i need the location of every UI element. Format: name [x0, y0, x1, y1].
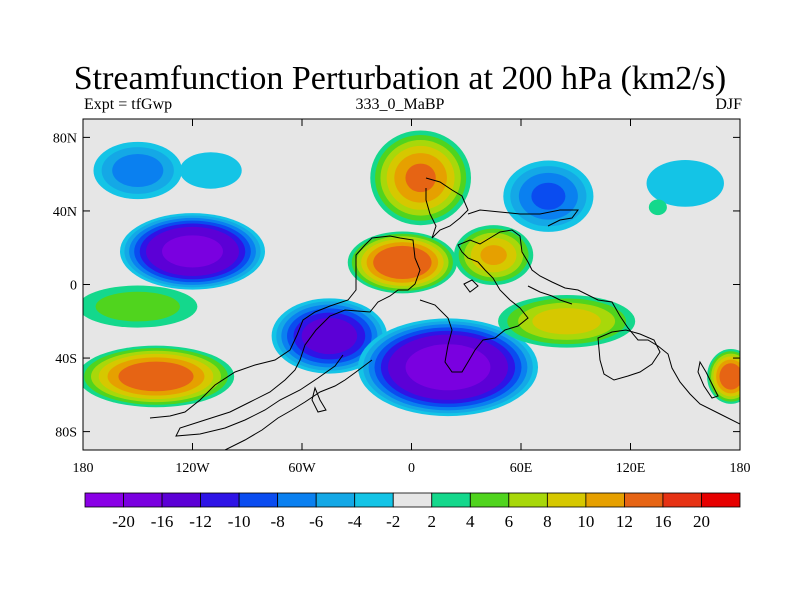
coastline-south-america-tip: [311, 386, 327, 413]
colorbar-label: 20: [693, 512, 710, 531]
colorbar-label: 10: [577, 512, 594, 531]
colorbar-swatch: [431, 492, 471, 508]
y-tick-label: 80N: [53, 131, 77, 146]
colorbar-label: -4: [348, 512, 363, 531]
colorbar-swatch: [469, 492, 510, 508]
coastline-indonesia: [527, 285, 573, 305]
contour-band: [301, 317, 358, 355]
x-tick-label: 60W: [288, 461, 316, 476]
anomaly-n-pacific-negative: [93, 141, 183, 200]
contour-band: [112, 153, 164, 188]
anomaly-arabia-positive: [454, 225, 534, 286]
colorbar-label: 6: [505, 512, 514, 531]
anomaly-australia-se-positive: [707, 349, 740, 404]
colorbar-label: -20: [112, 512, 135, 531]
colorbar-swatch: [277, 492, 317, 508]
anomaly-tropical-e-pacific-positive: [83, 285, 198, 328]
colorbar-label: -6: [309, 512, 323, 531]
coastline-eurasia-africa: [419, 229, 740, 425]
contour-band: [373, 245, 432, 279]
colorbar-swatch: [701, 492, 741, 508]
colorbar-label: -8: [271, 512, 285, 531]
colorbar-swatch: [84, 492, 124, 508]
colorbar-swatch: [200, 492, 240, 508]
colorbar-label: -12: [189, 512, 212, 531]
colorbar-label: -10: [228, 512, 251, 531]
coastline-japan-islands: [463, 279, 479, 293]
anomaly-nw-pacific-negative: [646, 159, 724, 207]
coastline-australia: [597, 329, 661, 381]
anomaly-kamchatka-positive: [648, 199, 667, 216]
contour-band: [179, 152, 242, 189]
anomaly-indian-ocean-positive: [498, 294, 636, 348]
contour-band: [719, 363, 740, 390]
contour-band: [480, 245, 507, 266]
colorbar-swatch: [161, 492, 201, 508]
contour-band: [405, 163, 436, 193]
contour-band: [532, 308, 601, 335]
coastline-siberia: [425, 177, 469, 239]
anomaly-s-america-negative: [271, 298, 388, 374]
colorbar-swatch: [585, 492, 625, 508]
contour-field: [83, 119, 740, 450]
coastline-antarctic-peninsula: [224, 359, 373, 450]
colorbar: -20 -16 -12 -10 -8 -6 -4 -2 2 4 6 8 10 12 16 20: [84, 492, 741, 531]
contour-band: [646, 159, 724, 207]
y-tick-label: 80S: [55, 426, 77, 441]
anomaly-n-africa-positive: [347, 231, 458, 294]
coastline-new-zealand: [697, 360, 719, 399]
colorbar-swatch: [546, 492, 587, 508]
colorbar-swatch: [624, 492, 664, 508]
colorbar-label: 8: [543, 512, 552, 531]
colorbar-label: 4: [466, 512, 475, 531]
x-tick-label: 120E: [616, 461, 646, 476]
colorbar-swatch: [392, 492, 433, 508]
season-label: DJF: [715, 96, 742, 113]
x-tick-label: 60E: [510, 461, 533, 476]
anomaly-n-pacific-subtropic-negative: [119, 213, 266, 290]
y-tick-label: 0: [70, 279, 77, 294]
colorbar-swatch: [354, 492, 394, 508]
run-label: 333_0_MaBP: [355, 96, 445, 113]
anomaly-asia-negative: [503, 160, 594, 232]
contour-band: [162, 235, 223, 268]
colorbar-swatch: [508, 492, 548, 508]
coastline-outline: [149, 177, 740, 450]
y-tick-label: 40N: [53, 205, 77, 220]
x-axis: 180 120W 60W 0 60E 120E 180: [73, 119, 751, 476]
x-tick-label: 180: [730, 461, 751, 476]
x-tick-label: 180: [73, 461, 94, 476]
coastline-americas: [149, 235, 421, 437]
x-tick-label: 0: [408, 461, 415, 476]
anomaly-s-atlantic-negative: [357, 318, 539, 417]
colorbar-label: -16: [151, 512, 174, 531]
anomaly-n-atlantic-positive: [370, 130, 471, 226]
anomaly-ne-pacific-negative: [179, 152, 242, 189]
colorbar-swatch: [662, 492, 702, 508]
colorbar-swatch: [315, 492, 356, 508]
colorbar-label: 16: [654, 512, 671, 531]
contour-band: [118, 361, 194, 392]
y-tick-label: 40S: [55, 352, 77, 367]
x-tick-label: 120W: [175, 461, 210, 476]
colorbar-swatch: [123, 492, 163, 508]
contour-band: [95, 291, 180, 322]
contour-band: [531, 182, 566, 210]
colorbar-label: -2: [386, 512, 400, 531]
plot-title: Streamfunction Perturbation at 200 hPa (…: [73, 60, 727, 97]
experiment-label: Expt = tfGwp: [84, 96, 173, 113]
colorbar-label: 2: [428, 512, 437, 531]
y-axis: 80N 40N 0 40S 80S: [53, 131, 740, 441]
contour-band: [405, 344, 491, 391]
colorbar-label: 12: [616, 512, 633, 531]
colorbar-swatch: [238, 492, 279, 508]
contour-band: [648, 199, 667, 216]
anomaly-s-pacific-positive: [83, 345, 235, 408]
coastline-east-asia: [467, 209, 579, 227]
